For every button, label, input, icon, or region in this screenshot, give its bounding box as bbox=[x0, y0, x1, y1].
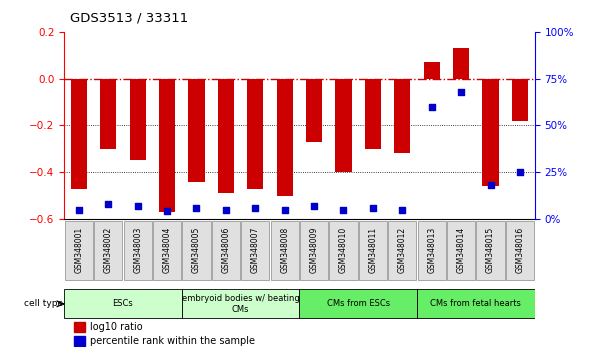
Bar bbox=[512, 79, 528, 121]
Bar bbox=[365, 79, 381, 149]
Text: CMs from fetal hearts: CMs from fetal hearts bbox=[430, 299, 521, 308]
Point bbox=[515, 169, 525, 175]
Text: log10 ratio: log10 ratio bbox=[90, 322, 142, 332]
Bar bbox=[423, 62, 440, 79]
Text: GSM348008: GSM348008 bbox=[280, 227, 289, 273]
Text: GDS3513 / 33311: GDS3513 / 33311 bbox=[70, 12, 189, 25]
FancyBboxPatch shape bbox=[417, 221, 446, 280]
Text: GSM348006: GSM348006 bbox=[221, 227, 230, 274]
FancyBboxPatch shape bbox=[153, 221, 181, 280]
FancyBboxPatch shape bbox=[241, 221, 269, 280]
Text: GSM348011: GSM348011 bbox=[368, 227, 378, 273]
Point bbox=[103, 201, 113, 207]
Point bbox=[74, 207, 84, 212]
Bar bbox=[73, 322, 86, 332]
Point bbox=[338, 207, 348, 212]
Point bbox=[397, 207, 407, 212]
Point bbox=[251, 205, 260, 211]
Bar bbox=[159, 79, 175, 212]
FancyBboxPatch shape bbox=[447, 221, 475, 280]
Text: GSM348002: GSM348002 bbox=[104, 227, 113, 273]
FancyBboxPatch shape bbox=[417, 290, 535, 318]
Text: percentile rank within the sample: percentile rank within the sample bbox=[90, 336, 255, 346]
Point bbox=[368, 205, 378, 211]
Bar bbox=[73, 336, 86, 346]
FancyBboxPatch shape bbox=[94, 221, 122, 280]
Text: GSM348014: GSM348014 bbox=[456, 227, 466, 273]
Text: GSM348001: GSM348001 bbox=[75, 227, 83, 273]
FancyBboxPatch shape bbox=[64, 290, 182, 318]
Bar bbox=[247, 79, 263, 189]
Bar bbox=[453, 48, 469, 79]
Point bbox=[280, 207, 290, 212]
FancyBboxPatch shape bbox=[329, 221, 357, 280]
FancyBboxPatch shape bbox=[65, 221, 93, 280]
FancyBboxPatch shape bbox=[506, 221, 534, 280]
Text: GSM348013: GSM348013 bbox=[427, 227, 436, 273]
Point bbox=[456, 89, 466, 95]
Text: embryoid bodies w/ beating
CMs: embryoid bodies w/ beating CMs bbox=[181, 294, 299, 314]
FancyBboxPatch shape bbox=[212, 221, 240, 280]
Text: GSM348003: GSM348003 bbox=[133, 227, 142, 274]
Bar bbox=[335, 79, 351, 172]
Point bbox=[486, 182, 496, 188]
Text: GSM348004: GSM348004 bbox=[163, 227, 172, 274]
Bar bbox=[71, 79, 87, 189]
Bar bbox=[100, 79, 116, 149]
FancyBboxPatch shape bbox=[477, 221, 505, 280]
Bar bbox=[306, 79, 322, 142]
FancyBboxPatch shape bbox=[300, 221, 328, 280]
FancyBboxPatch shape bbox=[359, 221, 387, 280]
Text: GSM348016: GSM348016 bbox=[516, 227, 524, 273]
FancyBboxPatch shape bbox=[182, 290, 299, 318]
Point bbox=[309, 203, 319, 209]
Point bbox=[192, 205, 202, 211]
Text: GSM348010: GSM348010 bbox=[339, 227, 348, 273]
Point bbox=[221, 207, 231, 212]
Text: GSM348007: GSM348007 bbox=[251, 227, 260, 274]
FancyBboxPatch shape bbox=[271, 221, 299, 280]
Bar bbox=[130, 79, 146, 160]
Text: ESCs: ESCs bbox=[112, 299, 133, 308]
Point bbox=[162, 209, 172, 214]
Point bbox=[133, 203, 142, 209]
FancyBboxPatch shape bbox=[299, 290, 417, 318]
Text: cell type: cell type bbox=[24, 299, 64, 308]
Bar bbox=[483, 79, 499, 186]
FancyBboxPatch shape bbox=[182, 221, 211, 280]
Bar bbox=[188, 79, 205, 182]
FancyBboxPatch shape bbox=[388, 221, 417, 280]
Bar bbox=[394, 79, 411, 153]
Text: GSM348005: GSM348005 bbox=[192, 227, 201, 274]
Text: GSM348012: GSM348012 bbox=[398, 227, 407, 273]
Text: GSM348015: GSM348015 bbox=[486, 227, 495, 273]
Text: CMs from ESCs: CMs from ESCs bbox=[327, 299, 390, 308]
FancyBboxPatch shape bbox=[123, 221, 152, 280]
Text: GSM348009: GSM348009 bbox=[310, 227, 318, 274]
Point bbox=[427, 104, 437, 109]
Bar bbox=[218, 79, 234, 193]
Bar bbox=[277, 79, 293, 195]
